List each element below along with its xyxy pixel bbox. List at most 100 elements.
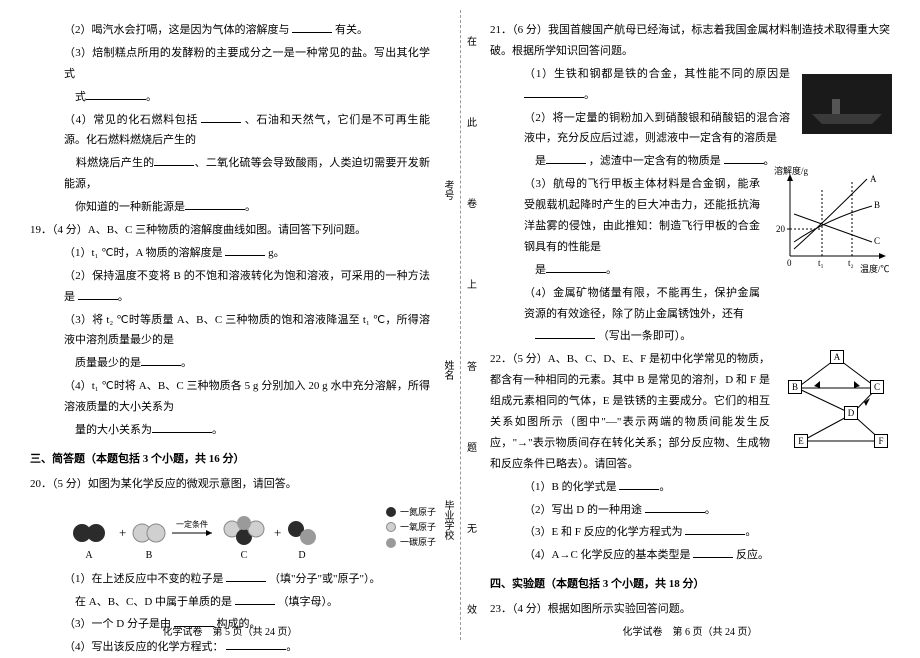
- blank: [201, 111, 241, 123]
- blank: [292, 21, 332, 33]
- q19-3: （3）将 t₂ ℃时等质量 A、B、C 三种物质的饱和溶液降温至 t₁ ℃，所得…: [30, 310, 430, 352]
- text: （2）将一定量的铜粉加入到硝酸银和硝酸铝的混合溶液中，充分反应后过滤，则滤液中一…: [524, 112, 790, 145]
- blank: [685, 523, 745, 535]
- text: 有关。: [335, 24, 368, 36]
- label-d: D: [298, 550, 305, 561]
- q20-head: 20．（5 分）如图为某化学反应的微观示意图，请回答。: [30, 474, 430, 495]
- node-e: E: [794, 434, 808, 448]
- blank: [619, 478, 659, 490]
- blank: [535, 327, 595, 339]
- node-c: C: [870, 380, 884, 394]
- svg-text:B: B: [874, 200, 880, 210]
- arrow-label: 一定条件: [176, 519, 208, 529]
- text: （1）在上述反应中不变的粒子是: [64, 573, 224, 585]
- section-3-title: 三、简答题（本题包括 3 个小题，共 16 分）: [30, 449, 430, 470]
- q22-1: （1）B 的化学式是 。: [490, 477, 890, 498]
- text: （3）焙制糕点所用的发酵粉的主要成分之一是一种常见的盐。写出其化学式: [64, 47, 430, 80]
- q22-4: （4）A→C 化学反应的基本类型是 反应。: [490, 545, 890, 566]
- q20-4: （4）写出该反应的化学方程式： 。: [30, 637, 430, 658]
- q19-1: （1）t₁ ℃时，A 物质的溶解度是 g。: [30, 243, 430, 264]
- q18-3b: 式。: [30, 87, 430, 108]
- q19-4b: 量的大小关系为。: [30, 420, 430, 441]
- atom-legend: 一氮原子 一氧原子 一碳原子: [386, 505, 436, 551]
- blank: [152, 421, 212, 433]
- q22-2: （2）写出 D 的一种用途 。: [490, 500, 890, 521]
- text: g。: [268, 247, 285, 259]
- text: （3）将 t₂ ℃时等质量 A、B、C 三种物质的饱和溶液降温至 t₁ ℃，所得…: [64, 314, 430, 347]
- text: （4）常见的化石燃料包括: [64, 114, 198, 126]
- blank: [546, 261, 606, 273]
- legend-o: 一氧原子: [400, 520, 436, 534]
- text: （2）保持温度不变将 B 的不饱和溶液转化为饱和溶液，可采用的一种方法是: [64, 270, 430, 303]
- q23-head: 23．（4 分）根据如图所示实验回答问题。: [490, 599, 890, 620]
- text: （填字母）。: [278, 596, 339, 608]
- q21-head: 21．（6 分）我国首艘国产航母已经海试，标志着我国金属材料制造技术取得重大突破…: [490, 20, 890, 62]
- footer-left: 化学试卷 第 5 页（共 24 页）: [0, 623, 460, 638]
- solubility-graph: 溶解度/g 20 A B C 0 t₁ t₂ 温度/℃: [772, 164, 892, 274]
- footer-right: 化学试卷 第 6 页（共 24 页）: [460, 623, 920, 638]
- blank: [78, 288, 118, 300]
- text: （1）B 的化学式是: [524, 481, 617, 493]
- blank: [154, 154, 194, 166]
- q18-3: （3）焙制糕点所用的发酵粉的主要成分之一是一种常见的盐。写出其化学式: [30, 43, 430, 85]
- label-b: B: [146, 550, 153, 561]
- blank: [225, 244, 265, 256]
- text: 在 A、B、C、D 中属于单质的是: [75, 596, 232, 608]
- text: （3）航母的飞行甲板主体材料是合金钢，能承受舰载机起降时产生的巨大冲击力，还能抵…: [524, 178, 760, 253]
- ytick: 20: [776, 224, 786, 234]
- blank: [546, 152, 586, 164]
- q20-1: （1）在上述反应中不变的粒子是 （填"分子"或"原子"）。: [30, 569, 430, 590]
- side-label-name: 姓名: [440, 360, 455, 380]
- q19-head: 19．（4 分）A、B、C 三种物质的溶解度曲线如图。请回答下列问题。: [30, 220, 430, 241]
- text: （4）写出该反应的化学方程式：: [64, 641, 224, 653]
- node-b: B: [788, 380, 802, 394]
- q19-4: （4）t₁ ℃时将 A、B、C 三种物质各 5 g 分别加入 20 g 水中充分…: [30, 376, 430, 418]
- legend-c: 一碳原子: [400, 535, 436, 549]
- xt0: 0: [787, 258, 792, 268]
- svg-text:A: A: [870, 174, 877, 184]
- q21-4b: （写出一条即可）。: [490, 326, 890, 347]
- blank: [141, 354, 181, 366]
- svg-text:+: +: [274, 525, 281, 540]
- text: ，滤渣中一定含有的物质是: [589, 155, 721, 167]
- text: （1）t₁ ℃时，A 物质的溶解度是: [64, 247, 223, 259]
- q18-4: （4）常见的化石燃料包括 、石油和天然气，它们是不可再生能源。化石燃料燃烧后产生…: [30, 110, 430, 152]
- section-4-title: 四、实验题（本题包括 3 个小题，共 18 分）: [490, 574, 890, 595]
- page-6: 21．（6 分）我国首艘国产航母已经海试，标志着我国金属材料制造技术取得重大突破…: [460, 0, 920, 650]
- blank: [524, 86, 584, 98]
- text: 反应。: [736, 549, 769, 561]
- ylabel: 溶解度/g: [774, 165, 809, 176]
- blank: [226, 570, 266, 582]
- q18-4c: 你知道的一种新能源是。: [30, 197, 430, 218]
- svg-text:+: +: [119, 525, 126, 540]
- side-label-school: 毕业学校: [440, 500, 455, 540]
- blank: [226, 638, 286, 650]
- blank: [645, 501, 705, 513]
- q22-3: （3）E 和 F 反应的化学方程式为 。: [490, 522, 890, 543]
- q20-bcd: 在 A、B、C、D 中属于单质的是 （填字母）。: [30, 592, 430, 613]
- text: （2）喝汽水会打嗝，这是因为气体的溶解度与: [64, 24, 290, 36]
- blank: [235, 593, 275, 605]
- text: （3）E 和 F 反应的化学方程式为: [524, 526, 683, 538]
- blank: [724, 152, 764, 164]
- legend-n: 一氮原子: [400, 505, 436, 519]
- text: （1）生铁和钢都是铁的合金，其性能不同的原因是: [524, 68, 790, 80]
- ship-image: [802, 74, 892, 134]
- blank: [693, 546, 733, 558]
- q18-2: （2）喝汽水会打嗝，这是因为气体的溶解度与 有关。: [30, 20, 430, 41]
- text: （2）写出 D 的一种用途: [524, 504, 642, 516]
- xt1: t₁: [818, 258, 824, 268]
- side-label-num: 考号: [440, 180, 455, 200]
- q21-4: （4）金属矿物储量有限，不能再生，保护金属资源的有效途径，除了防止金属锈蚀外，还…: [490, 283, 890, 325]
- blank: [86, 88, 146, 100]
- q18-4b: 料燃烧后产生的、二氧化硫等会导致酸雨，人类迫切需要开发新能源，: [30, 153, 430, 195]
- relationship-diagram: A B C D E F: [782, 346, 892, 456]
- q19-3b: 质量最少的是。: [30, 353, 430, 374]
- text: （填"分子"或"原子"）。: [269, 573, 380, 585]
- node-a: A: [830, 350, 844, 364]
- page-5: （2）喝汽水会打嗝，这是因为气体的溶解度与 有关。 （3）焙制糕点所用的发酵粉的…: [0, 0, 460, 650]
- q19-2: （2）保持温度不变将 B 的不饱和溶液转化为饱和溶液，可采用的一种方法是 。: [30, 266, 430, 308]
- xt2: t₂: [848, 258, 854, 268]
- text: （写出一条即可）。: [598, 330, 692, 342]
- label-c: C: [241, 550, 248, 561]
